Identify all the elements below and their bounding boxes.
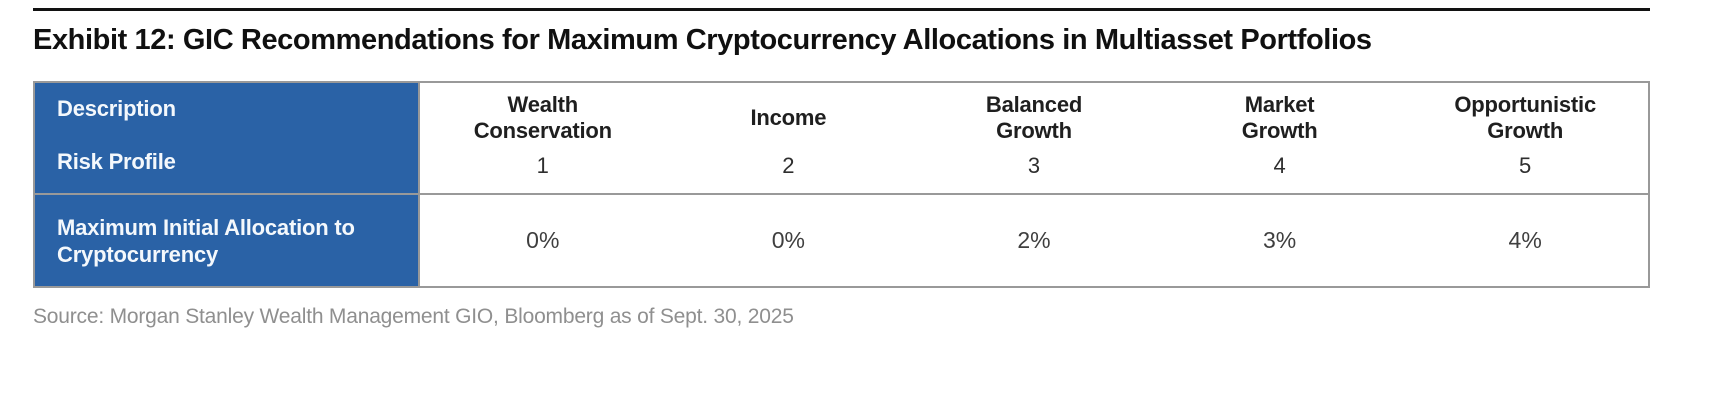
column-name: Opportunistic Growth xyxy=(1454,92,1596,143)
column-name-wrap: Income xyxy=(750,88,826,148)
risk-profile-number: 2 xyxy=(782,153,795,178)
column-name-wrap: Opportunistic Growth xyxy=(1454,88,1596,148)
column-name: Wealth Conservation xyxy=(473,92,612,143)
column-name-wrap: Market Growth xyxy=(1242,88,1318,148)
allocation-label-cell: Maximum Initial Allocation to Cryptocurr… xyxy=(35,195,420,286)
allocation-value-wealth-conservation: 0% xyxy=(526,227,560,253)
column-header-opportunistic-growth: Opportunistic Growth 5 xyxy=(1402,83,1648,193)
exhibit-title: Exhibit 12: GIC Recommendations for Maxi… xyxy=(33,24,1372,56)
description-label: Description xyxy=(57,96,176,121)
source-note: Source: Morgan Stanley Wealth Management… xyxy=(33,305,794,328)
column-header-income: Income 2 xyxy=(666,83,912,193)
allocation-value-balanced-growth: 2% xyxy=(1017,227,1051,253)
column-header-wealth-conservation: Wealth Conservation 1 xyxy=(420,83,666,193)
column-name: Market Growth xyxy=(1241,92,1318,143)
risk-profile-number: 4 xyxy=(1273,153,1286,178)
column-header-balanced-growth: Balanced Growth 3 xyxy=(911,83,1157,193)
allocation-table: Description Risk Profile Wealth Conserva… xyxy=(33,81,1650,288)
allocation-value-market-growth: 3% xyxy=(1262,227,1297,253)
row-label-header-cell: Description Risk Profile xyxy=(35,83,420,193)
title-top-rule xyxy=(33,8,1650,11)
column-name-wrap: Balanced Growth xyxy=(986,88,1082,148)
column-name: Income xyxy=(750,105,827,130)
column-name-wrap: Wealth Conservation xyxy=(474,88,612,148)
document-page: Exhibit 12: GIC Recommendations for Maxi… xyxy=(0,8,1716,410)
allocation-label: Maximum Initial Allocation to Cryptocurr… xyxy=(57,214,355,267)
column-header-market-growth: Market Growth 4 xyxy=(1157,83,1403,193)
risk-profile-number: 1 xyxy=(536,153,549,178)
risk-profile-number: 3 xyxy=(1027,153,1041,178)
allocation-value-income: 0% xyxy=(771,227,806,253)
table-data-row: Maximum Initial Allocation to Cryptocurr… xyxy=(35,193,1648,286)
allocation-value-opportunistic-growth: 4% xyxy=(1508,227,1542,253)
risk-profile-number: 5 xyxy=(1519,153,1532,178)
risk-profile-label: Risk Profile xyxy=(57,149,176,174)
column-name: Balanced Growth xyxy=(985,92,1083,143)
table-header-row: Description Risk Profile Wealth Conserva… xyxy=(35,83,1648,193)
